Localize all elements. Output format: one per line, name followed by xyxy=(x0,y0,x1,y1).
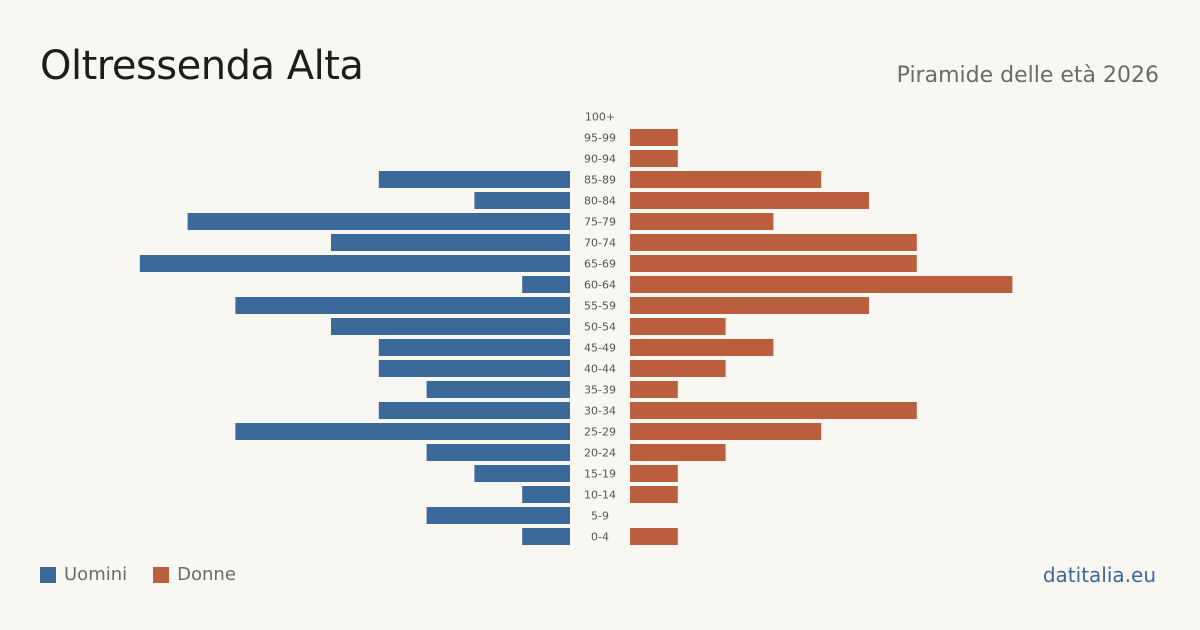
legend-label-women: Donne xyxy=(177,564,236,585)
legend-item-men: Uomini xyxy=(40,564,127,585)
bar-women-60-64 xyxy=(630,276,1013,293)
bar-women-95-99 xyxy=(630,129,678,146)
bar-men-75-79 xyxy=(187,213,570,230)
bar-women-90-94 xyxy=(630,150,678,167)
bar-women-45-49 xyxy=(630,339,774,356)
bar-men-15-19 xyxy=(474,465,570,482)
bar-women-40-44 xyxy=(630,360,726,377)
chart-title: Oltressenda Alta xyxy=(40,43,364,89)
age-label-15-19: 15-19 xyxy=(584,468,616,481)
bar-women-35-39 xyxy=(630,381,678,398)
bar-men-60-64 xyxy=(522,276,570,293)
bar-women-65-69 xyxy=(630,255,917,272)
bar-men-80-84 xyxy=(474,192,570,209)
age-label-85-89: 85-89 xyxy=(584,174,616,187)
bar-men-45-49 xyxy=(378,339,570,356)
legend-swatch-men xyxy=(40,566,56,583)
age-label-20-24: 20-24 xyxy=(584,447,616,460)
age-label-100+: 100+ xyxy=(585,111,615,124)
bar-men-20-24 xyxy=(426,444,570,461)
bar-women-0-4 xyxy=(630,528,678,545)
age-label-30-34: 30-34 xyxy=(584,405,616,418)
age-label-40-44: 40-44 xyxy=(584,363,616,376)
bar-men-35-39 xyxy=(426,381,570,398)
bar-women-75-79 xyxy=(630,213,774,230)
bar-women-85-89 xyxy=(630,171,822,188)
bar-women-20-24 xyxy=(630,444,726,461)
age-label-95-99: 95-99 xyxy=(584,132,616,145)
bar-women-15-19 xyxy=(630,465,678,482)
age-label-90-94: 90-94 xyxy=(584,153,616,166)
bar-men-50-54 xyxy=(331,318,570,335)
bar-men-5-9 xyxy=(426,507,570,524)
bar-men-85-89 xyxy=(378,171,570,188)
chart-legend: Uomini Donne xyxy=(40,564,262,585)
age-label-55-59: 55-59 xyxy=(584,300,616,313)
bar-women-25-29 xyxy=(630,423,822,440)
bar-men-10-14 xyxy=(522,486,570,503)
brand-link[interactable]: datitalia.eu xyxy=(1042,563,1156,587)
bar-women-70-74 xyxy=(630,234,917,251)
bar-women-10-14 xyxy=(630,486,678,503)
bar-women-50-54 xyxy=(630,318,726,335)
age-label-5-9: 5-9 xyxy=(591,510,609,523)
age-label-0-4: 0-4 xyxy=(591,531,609,544)
bar-women-80-84 xyxy=(630,192,869,209)
bar-women-30-34 xyxy=(630,402,917,419)
age-label-10-14: 10-14 xyxy=(584,489,616,502)
age-label-35-39: 35-39 xyxy=(584,384,616,397)
age-label-25-29: 25-29 xyxy=(584,426,616,439)
bar-men-70-74 xyxy=(331,234,570,251)
age-label-45-49: 45-49 xyxy=(584,342,616,355)
age-label-80-84: 80-84 xyxy=(584,195,616,208)
bar-men-25-29 xyxy=(235,423,570,440)
age-label-50-54: 50-54 xyxy=(584,321,616,334)
bar-men-30-34 xyxy=(378,402,570,419)
age-label-60-64: 60-64 xyxy=(584,279,616,292)
age-label-70-74: 70-74 xyxy=(584,237,616,250)
chart-subtitle: Piramide delle età 2026 xyxy=(896,63,1159,88)
age-label-75-79: 75-79 xyxy=(584,216,616,229)
legend-label-men: Uomini xyxy=(64,564,128,585)
bar-men-0-4 xyxy=(522,528,570,545)
legend-item-women: Donne xyxy=(153,564,236,585)
age-label-65-69: 65-69 xyxy=(584,258,616,271)
bar-men-65-69 xyxy=(139,255,571,272)
bar-men-55-59 xyxy=(235,297,570,314)
bar-women-55-59 xyxy=(630,297,869,314)
bar-men-40-44 xyxy=(378,360,570,377)
legend-swatch-women xyxy=(153,566,170,583)
